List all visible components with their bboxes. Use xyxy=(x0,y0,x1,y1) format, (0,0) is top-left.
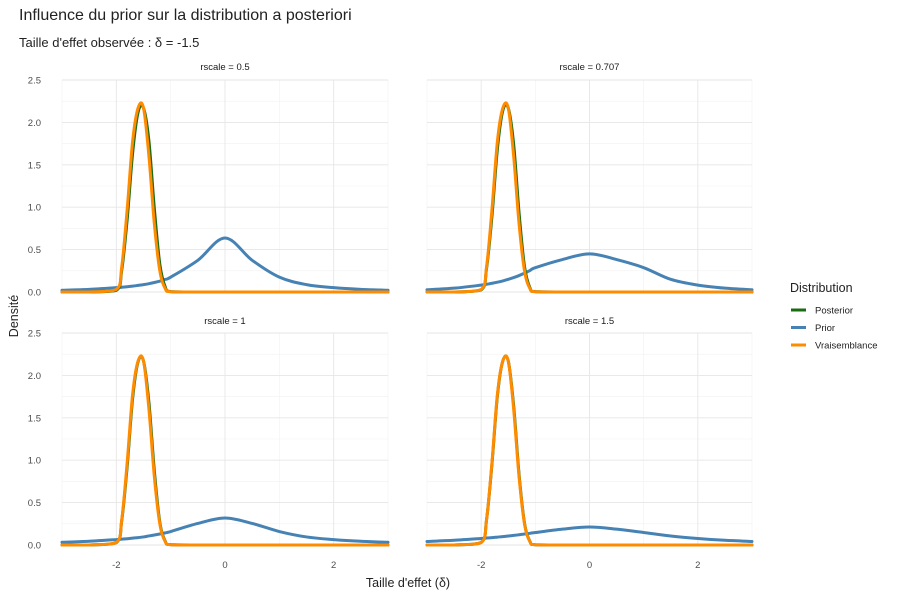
legend-label: Prior xyxy=(815,323,835,334)
x-tick-label: -2 xyxy=(112,560,120,571)
y-tick-label: 1.5 xyxy=(28,160,41,171)
y-tick-label: 2.0 xyxy=(28,118,41,129)
y-tick-label: 1.0 xyxy=(28,456,41,467)
chart-title: Influence du prior sur la distribution a… xyxy=(19,7,352,24)
y-tick-label: 0.0 xyxy=(28,541,41,552)
y-tick-label: 1.0 xyxy=(28,203,41,214)
y-tick-label: 0.5 xyxy=(28,245,41,256)
series-line-prior xyxy=(60,516,390,544)
x-tick-label: -2 xyxy=(477,560,485,571)
facet-panel: rscale = 1 0.0 0.5 1.0 1.5 2.0 2.5 -2 0 2 xyxy=(28,316,390,571)
x-tick-label: 2 xyxy=(695,560,700,571)
y-tick-label: 1.5 xyxy=(28,413,41,424)
y-tick-label: 2.5 xyxy=(28,329,41,340)
y-axis-title: Densité xyxy=(7,295,21,337)
facet-strip-label: rscale = 1.5 xyxy=(565,316,614,327)
series-line-prior xyxy=(425,525,754,543)
y-tick-label: 2.5 xyxy=(28,76,41,87)
chart-subtitle: Taille d'effet observée : δ = -1.5 xyxy=(19,35,199,50)
legend: Distribution Posterior Prior Vraisemblance xyxy=(790,281,877,352)
series-line-vraisemblance xyxy=(60,354,390,547)
legend-label: Posterior xyxy=(815,306,853,317)
legend-title: Distribution xyxy=(790,281,853,295)
series-line-vraisemblance xyxy=(425,354,754,547)
series-line-vraisemblance xyxy=(60,101,390,294)
facet-panel: rscale = 1.5 -2 0 2 xyxy=(425,316,754,571)
y-tick-label: 2.0 xyxy=(28,371,41,382)
y-tick-label: 0.0 xyxy=(28,288,41,299)
legend-label: Vraisemblance xyxy=(815,341,877,352)
series-line-prior xyxy=(60,236,390,292)
x-tick-label: 2 xyxy=(331,560,336,571)
facet-panel: rscale = 0.5 0.0 0.5 1.0 1.5 2.0 2.5 xyxy=(28,62,390,299)
facet-strip-label: rscale = 0.707 xyxy=(560,62,620,73)
facet-strip-label: rscale = 0.5 xyxy=(200,62,249,73)
x-axis-title: Taille d'effet (δ) xyxy=(366,576,450,590)
y-tick-label: 0.5 xyxy=(28,498,41,509)
x-tick-label: 0 xyxy=(222,560,227,571)
facet-panel: rscale = 0.707 xyxy=(425,62,754,294)
series-line-vraisemblance xyxy=(425,101,754,294)
facet-strip-label: rscale = 1 xyxy=(204,316,245,327)
x-tick-label: 0 xyxy=(587,560,592,571)
